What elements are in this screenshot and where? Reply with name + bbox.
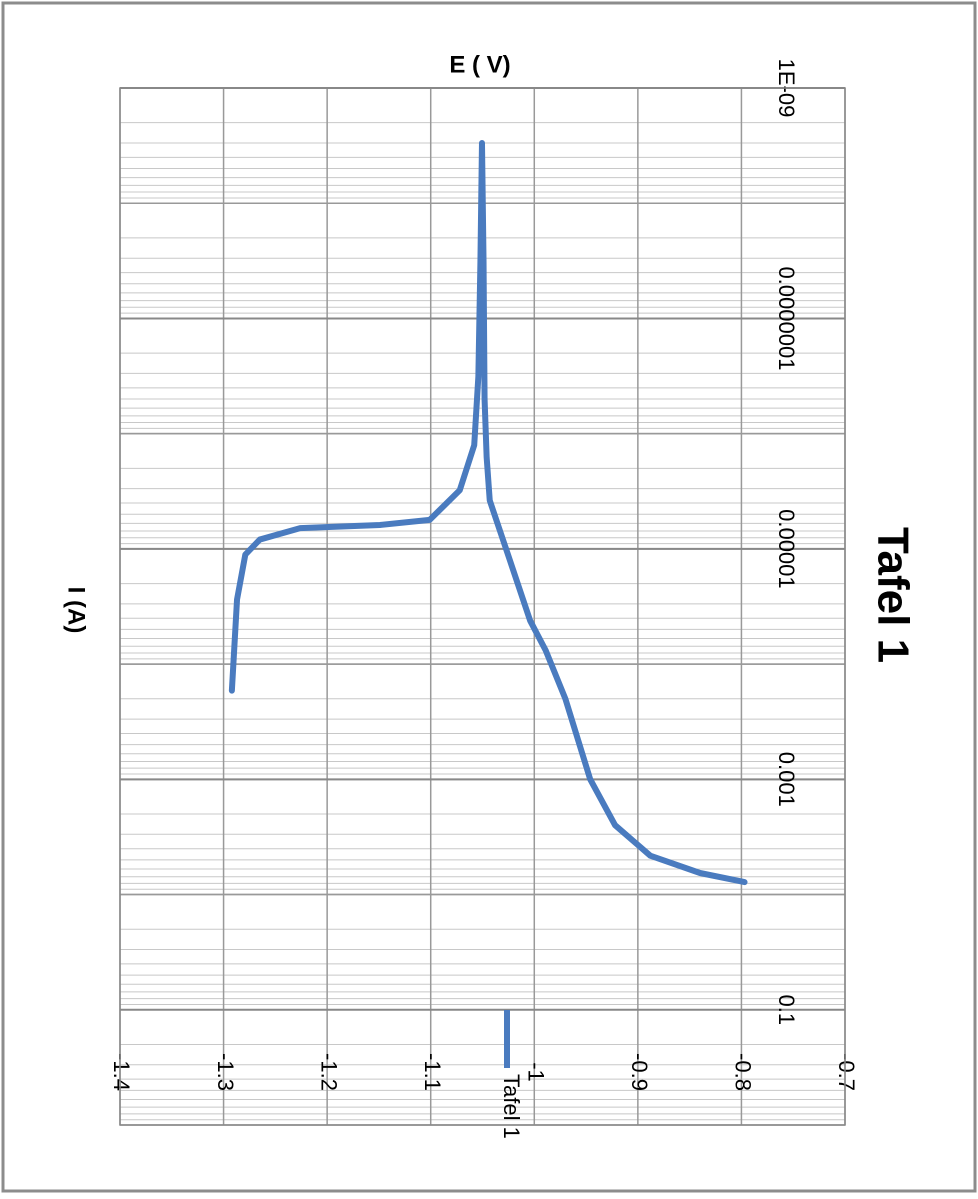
chart-title: Tafel 1 [868,527,917,663]
legend-label: Tafel 1 [499,1074,524,1139]
x-tick-label: 0.001 [774,752,799,807]
x-tick-label: 0.00001 [774,509,799,589]
y-tick-label: -1 [523,1062,548,1082]
data-line [228,139,748,886]
y-tick-label: -1.4 [109,1053,134,1091]
y-tick-label: -1.3 [213,1053,238,1091]
y-tick-label: -0.8 [731,1053,756,1091]
y-axis-title: E ( V) [449,51,510,78]
y-tick-label: -1.2 [316,1053,341,1091]
y-tick-label: -1.1 [420,1053,445,1091]
y-tick-label: -0.7 [834,1053,859,1091]
rotated-plot: -1.4 -1.3 -1.2 -1.1 -1 -0.9 -0.8 -0.71E-090.000… [63,59,918,1139]
plot-border [119,87,846,1126]
x-tick-label: 0.1 [774,994,799,1025]
x-axis-title: I (A) [63,587,90,634]
x-tick-label: 0.0000001 [774,266,799,370]
y-tick-label: -0.9 [627,1053,652,1091]
